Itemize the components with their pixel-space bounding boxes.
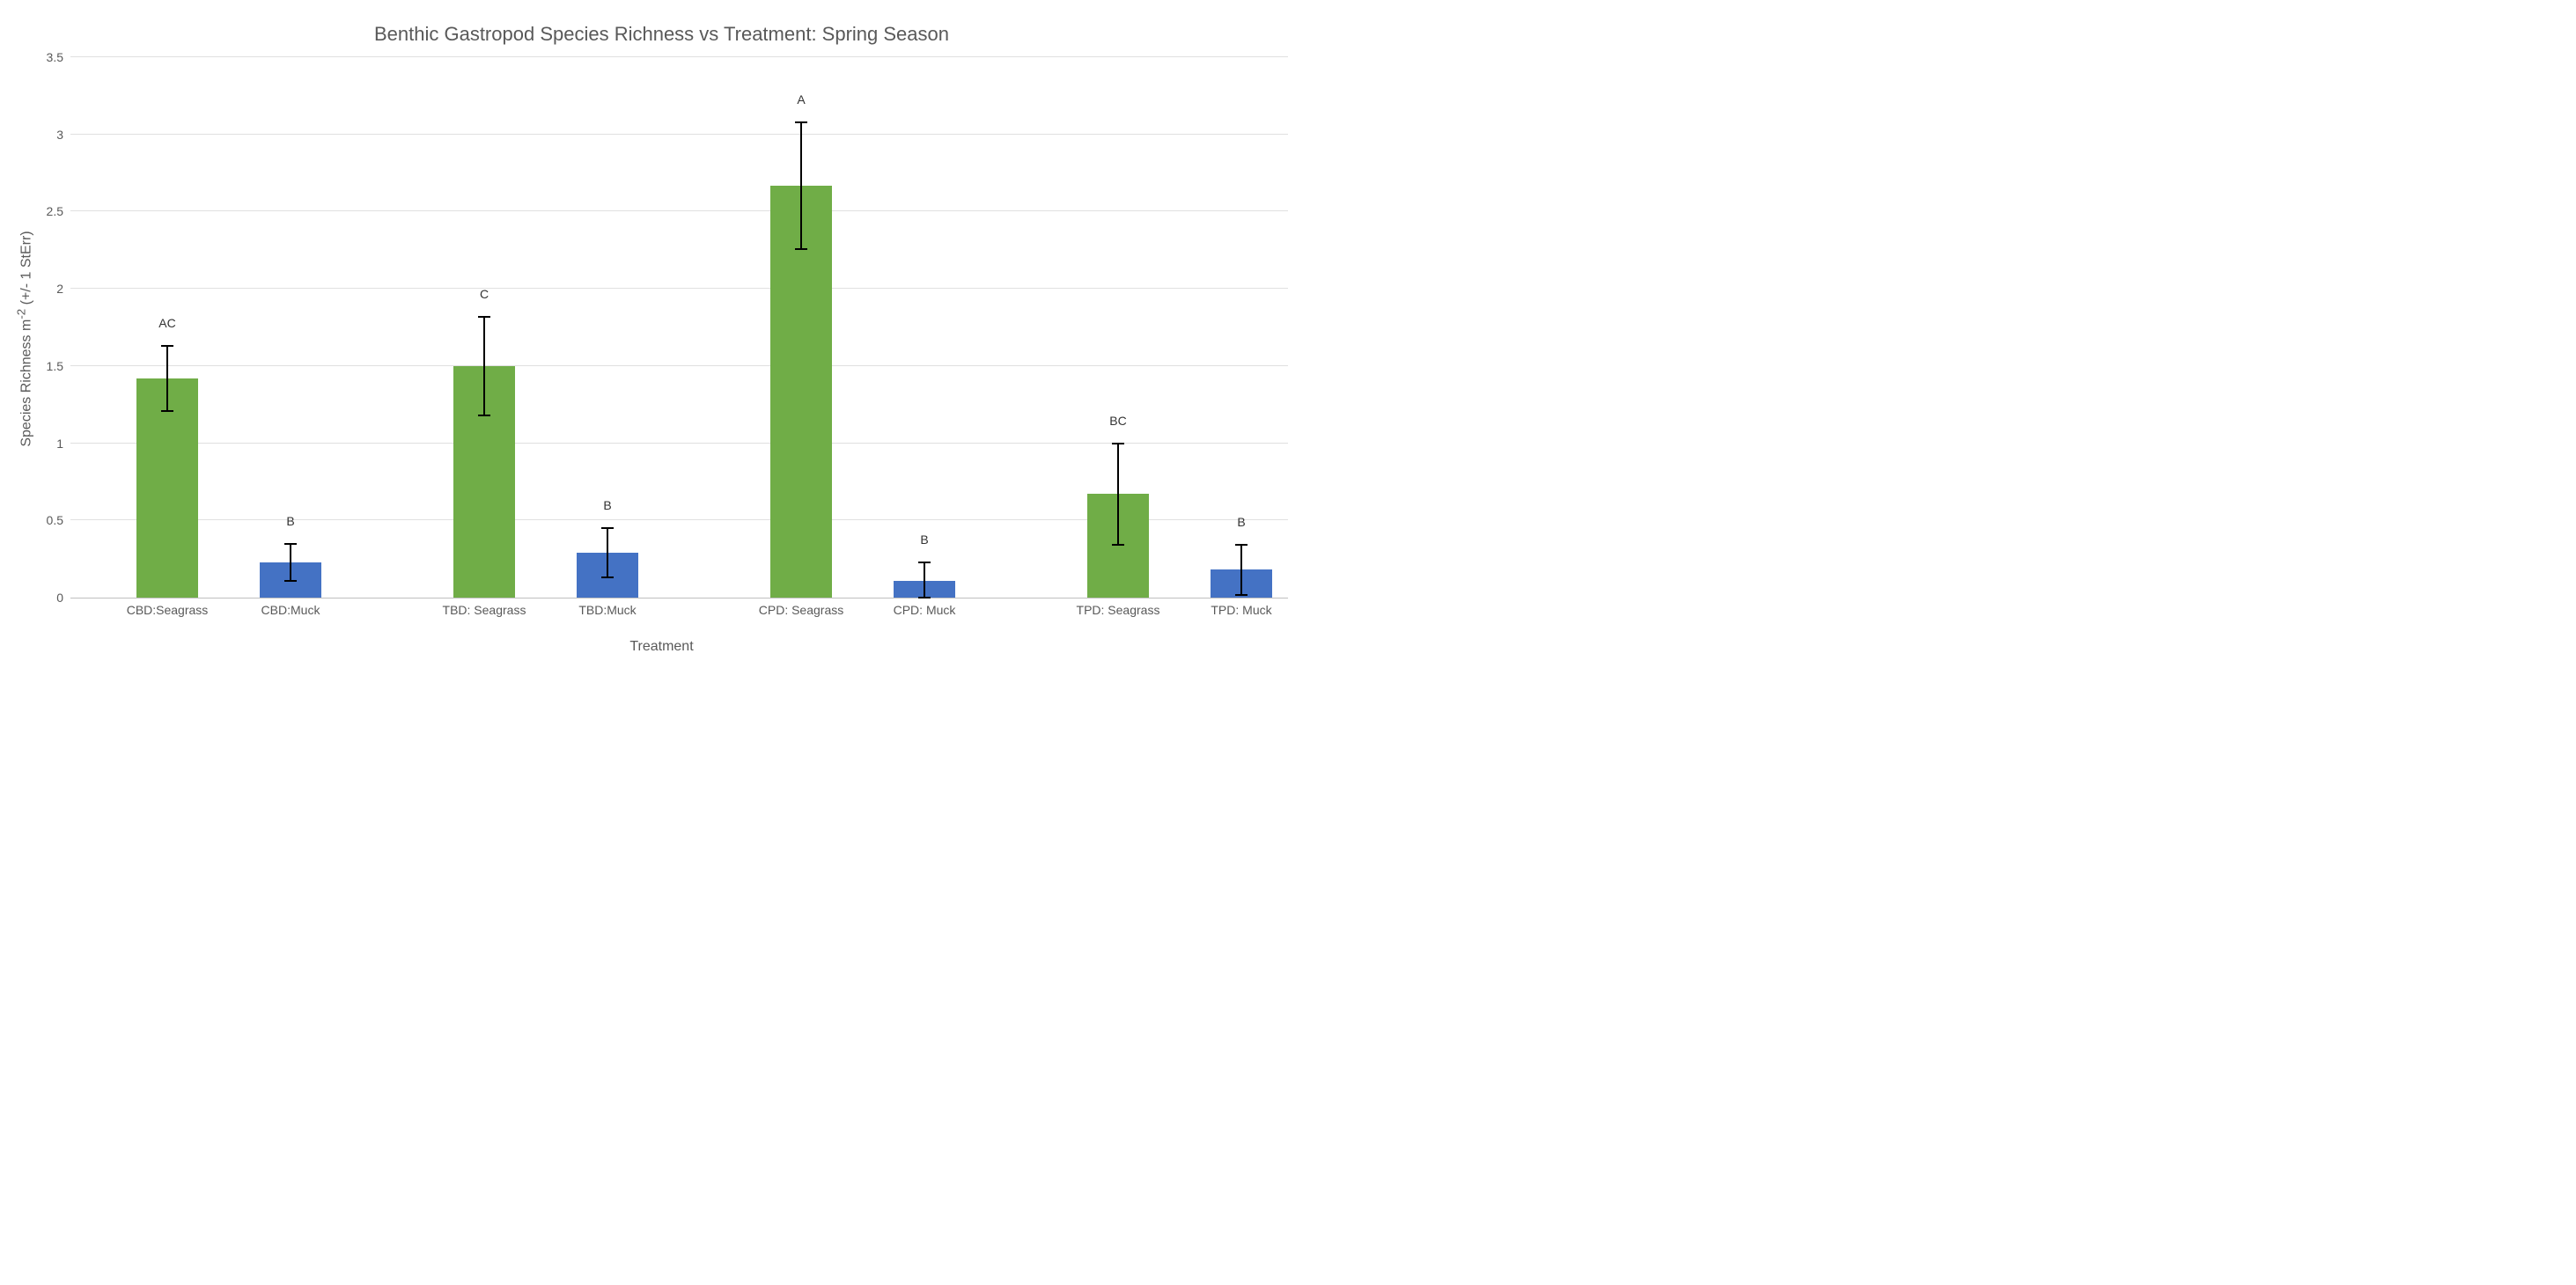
error-bar xyxy=(166,346,168,411)
chart-container: Benthic Gastropod Species Richness vs Tr… xyxy=(18,18,1306,660)
significance-label: B xyxy=(286,514,294,528)
error-bar xyxy=(800,122,802,249)
y-tick-label: 0 xyxy=(56,591,70,605)
y-axis-title: Species Richness m-2 (+/- 1 StErr) xyxy=(14,231,34,446)
gridline xyxy=(70,56,1288,57)
gridline xyxy=(70,134,1288,135)
error-bar xyxy=(483,317,485,415)
error-bar xyxy=(1117,444,1119,546)
plot-area: 00.511.522.533.5CBD:SeagrassACCBD:MuckBT… xyxy=(70,57,1288,598)
gridline xyxy=(70,443,1288,444)
x-tick-label: TBD:Muck xyxy=(578,598,636,617)
error-cap xyxy=(478,415,490,416)
gridline xyxy=(70,365,1288,366)
significance-label: B xyxy=(920,532,928,547)
x-tick-label: CPD: Seagrass xyxy=(759,598,843,617)
chart-title: Benthic Gastropod Species Richness vs Tr… xyxy=(18,23,1306,46)
error-cap xyxy=(284,543,297,545)
error-bar xyxy=(1240,545,1242,594)
gridline xyxy=(70,288,1288,289)
error-cap xyxy=(918,562,931,563)
gridline xyxy=(70,210,1288,211)
error-cap xyxy=(1235,544,1248,546)
error-cap xyxy=(601,576,614,578)
y-tick-label: 3.5 xyxy=(47,50,70,64)
y-tick-label: 1.5 xyxy=(47,359,70,373)
significance-label: B xyxy=(1237,515,1245,529)
y-tick-label: 2 xyxy=(56,282,70,296)
significance-label: B xyxy=(603,498,611,512)
y-tick-label: 2.5 xyxy=(47,204,70,218)
error-cap xyxy=(601,527,614,529)
x-tick-label: CBD:Seagrass xyxy=(127,598,209,617)
error-cap xyxy=(918,597,931,598)
error-cap xyxy=(795,121,807,123)
error-cap xyxy=(161,345,173,347)
error-bar xyxy=(290,544,291,581)
x-tick-label: TBD: Seagrass xyxy=(443,598,526,617)
significance-label: AC xyxy=(158,316,175,330)
x-tick-label: CBD:Muck xyxy=(261,598,320,617)
y-tick-label: 1 xyxy=(56,437,70,451)
error-cap xyxy=(1112,544,1124,546)
x-tick-label: TPD: Muck xyxy=(1211,598,1271,617)
error-bar xyxy=(924,562,925,598)
y-tick-label: 0.5 xyxy=(47,513,70,527)
x-axis-title: Treatment xyxy=(18,639,1306,655)
y-tick-label: 3 xyxy=(56,128,70,142)
error-cap xyxy=(161,410,173,412)
error-cap xyxy=(1235,594,1248,596)
error-cap xyxy=(478,316,490,318)
error-cap xyxy=(284,580,297,582)
significance-label: BC xyxy=(1109,414,1126,428)
significance-label: A xyxy=(797,92,805,106)
x-tick-label: TPD: Seagrass xyxy=(1077,598,1160,617)
error-bar xyxy=(607,528,608,577)
x-tick-label: CPD: Muck xyxy=(894,598,956,617)
significance-label: C xyxy=(480,287,489,301)
error-cap xyxy=(1112,443,1124,444)
error-cap xyxy=(795,248,807,250)
